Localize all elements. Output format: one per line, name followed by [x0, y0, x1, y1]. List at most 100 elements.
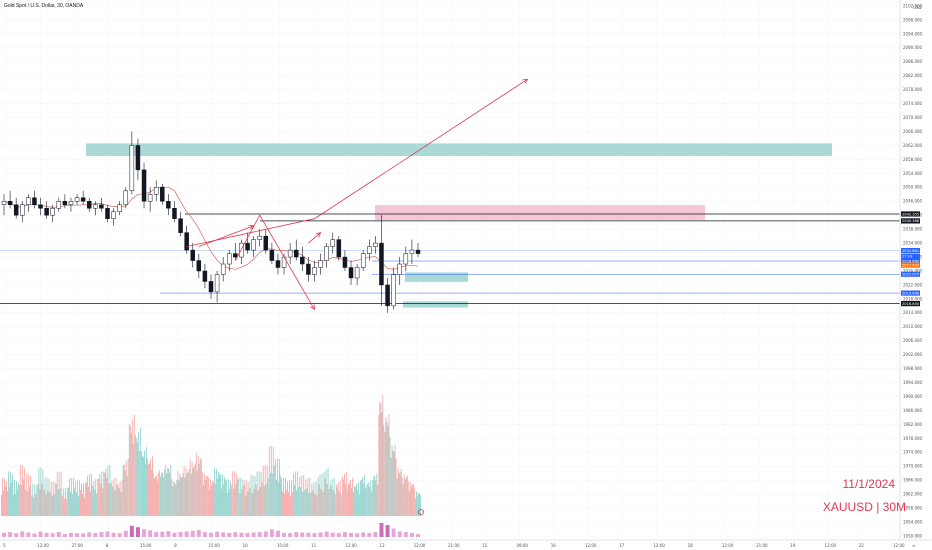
volume-bar: [358, 482, 359, 516]
axis-corner-icon[interactable]: ≡: [912, 543, 915, 548]
time-tick-label: 09:00: [516, 543, 528, 548]
volume-bar: [324, 478, 326, 516]
volume-bar: [47, 491, 49, 516]
time-axis[interactable]: ≡ 5 12:00 27:00 8 15:00 9 15:00 10 15:00 11 12:00 1…: [0, 539, 932, 548]
arrow-head: [248, 224, 255, 230]
indicator-bar: [288, 533, 293, 537]
indicator-bar: [154, 532, 159, 537]
volume-bar: [149, 463, 150, 516]
volume-bar: [256, 471, 258, 516]
volume-bar: [146, 447, 147, 516]
volume-bar: [359, 493, 360, 516]
volume-bar: [234, 471, 236, 516]
volume-bar: [213, 482, 214, 516]
volume-bar: [134, 434, 136, 516]
volume-bar: [57, 489, 59, 516]
price-tag-bg: [901, 218, 920, 224]
volume-bar: [418, 493, 419, 516]
price-tag-label: 2042.355: [902, 212, 919, 216]
volume-bar: [379, 401, 381, 516]
volume-bar: [307, 478, 309, 516]
candle-body: [147, 194, 153, 202]
volume-bar: [405, 477, 407, 516]
volume-bar: [249, 487, 251, 516]
price-tag-bg: [901, 301, 920, 307]
alert-icon[interactable]: [417, 508, 424, 515]
indicator-bar: [166, 531, 171, 537]
volume-bar: [145, 463, 146, 516]
volume-bar: [369, 487, 371, 516]
volume-bar: [174, 482, 176, 516]
volume-bar: [400, 469, 402, 516]
volume-bar: [137, 431, 139, 516]
price-tag-label: 2027.690: [902, 263, 920, 267]
price-tick-label: 2102.000: [903, 3, 923, 8]
volume-bar: [232, 471, 234, 516]
volume-bar: [117, 483, 119, 516]
volume-bar: [72, 477, 74, 516]
chart-title: Gold Spot / U.S. Dollar, 30, OANDA: [4, 3, 84, 9]
volume-bar: [125, 460, 127, 516]
volume-bar: [356, 484, 357, 516]
volume-bar: [387, 426, 389, 516]
indicator-bar: [209, 532, 213, 537]
volume-bar: [371, 490, 373, 516]
indicator-bar: [294, 532, 299, 537]
candle-body: [391, 274, 396, 307]
candle-body: [62, 201, 68, 205]
volume-bar: [80, 489, 81, 516]
time-tick-label: 12:00: [585, 543, 597, 548]
indicator-bar: [56, 532, 61, 537]
price-tick-label: 2098.000: [903, 17, 923, 22]
volume-bar: [45, 494, 47, 516]
volume-bar: [30, 475, 32, 516]
volume-bar: [217, 478, 218, 516]
price-tag: 27:19: [901, 253, 920, 259]
volume-bar: [295, 471, 297, 516]
volume-bar: [248, 481, 250, 516]
volume-bar: [65, 499, 67, 516]
volume-bar: [184, 477, 186, 516]
volume-bar: [243, 485, 245, 516]
time-tick-label: 21:00: [448, 543, 460, 548]
price-axis[interactable]: USD 2102.000 2098.000 2094.000 2090.000 2086…: [899, 0, 923, 540]
volume-bar: [317, 476, 319, 516]
price-tick-label: 1998.000: [903, 366, 923, 371]
volume-bar: [365, 488, 367, 516]
price-tick-label: 2066.000: [903, 129, 923, 134]
volume-bar: [81, 483, 82, 516]
volume-bar: [255, 484, 257, 516]
volume-bar: [331, 479, 333, 516]
volume-bar: [44, 477, 46, 516]
volume-bar: [330, 485, 332, 516]
projection-arrows: [186, 78, 529, 311]
volume-bar: [111, 480, 113, 516]
volume-bar: [196, 470, 198, 516]
volume-bar: [222, 474, 223, 516]
price-tick-label: 2026.000: [903, 268, 923, 273]
volume-bar: [339, 480, 341, 516]
candle-body: [111, 211, 116, 219]
volume-bar: [16, 480, 17, 516]
volume-bar: [395, 458, 397, 516]
volume-bar: [318, 484, 320, 516]
candle-body: [360, 253, 366, 268]
volume-bar: [340, 495, 342, 516]
volume-bar: [104, 472, 106, 516]
volume-bar: [294, 485, 296, 516]
volume-bar: [228, 479, 230, 516]
candle-body: [105, 207, 110, 219]
volume-bar: [127, 458, 129, 516]
volume-bar: [388, 413, 390, 516]
indicator-bar: [93, 532, 98, 537]
volume-bar: [56, 471, 58, 516]
indicator-bar: [397, 531, 402, 537]
volume-bar: [216, 468, 217, 516]
volume-bar: [279, 475, 281, 516]
volume-bar: [172, 486, 174, 516]
price-tick-label: 2086.000: [903, 59, 923, 64]
candle-body: [153, 187, 159, 195]
candle-body: [44, 207, 49, 216]
